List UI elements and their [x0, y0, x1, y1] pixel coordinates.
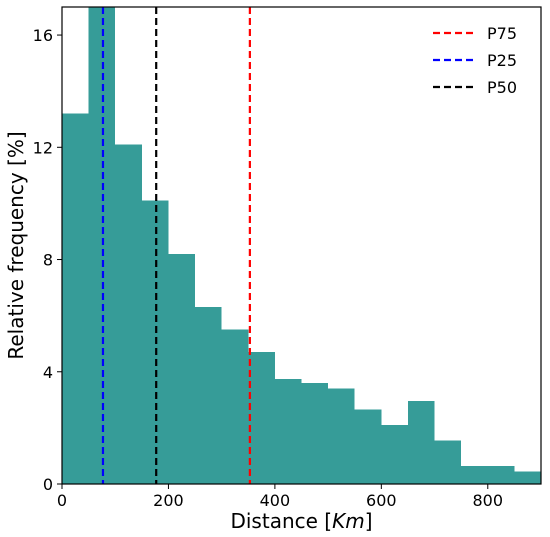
- y-axis-title: Relative frequency [%]: [4, 131, 28, 359]
- legend-label: P25: [487, 51, 517, 70]
- y-ticks-group: 0 4 8 12 16: [33, 26, 62, 494]
- x-ticks-group: 0 200 400 600 800: [57, 484, 503, 510]
- x-axis-title: Distance [Km]: [230, 509, 372, 533]
- x-tick-label: 800: [473, 491, 504, 510]
- histogram-bar: [62, 113, 89, 484]
- histogram-bar: [461, 465, 515, 484]
- histogram-bar: [434, 440, 462, 484]
- histogram-bar: [301, 382, 329, 484]
- legend-label: P75: [487, 24, 517, 43]
- legend: P75 P25 P50: [433, 24, 517, 97]
- x-tick-label: 400: [260, 491, 291, 510]
- histogram-bar: [381, 425, 408, 484]
- histogram-bar: [248, 352, 275, 484]
- plot-frame: [61, 6, 542, 485]
- percentile-lines-group: [101, 7, 251, 484]
- x-tick-label: 200: [153, 491, 184, 510]
- y-tick-label: 0: [43, 475, 53, 494]
- x-tick-label: 600: [366, 491, 397, 510]
- histogram-bar: [195, 307, 222, 484]
- bars-group: [62, 7, 541, 485]
- histogram-bar: [115, 144, 142, 485]
- y-tick-label: 8: [43, 251, 53, 270]
- histogram-bar: [168, 253, 196, 484]
- y-tick-label: 12: [33, 138, 53, 157]
- histogram-bar: [407, 401, 435, 484]
- legend-label: P50: [487, 78, 517, 97]
- histogram-bar: [514, 471, 541, 484]
- histogram-bar: [221, 329, 249, 484]
- histogram-bar: [328, 388, 355, 484]
- histogram-bar: [354, 409, 382, 484]
- y-tick-label: 16: [33, 26, 53, 45]
- y-tick-label: 4: [43, 363, 53, 382]
- x-tick-label: 0: [57, 491, 67, 510]
- histogram-bar: [274, 378, 302, 484]
